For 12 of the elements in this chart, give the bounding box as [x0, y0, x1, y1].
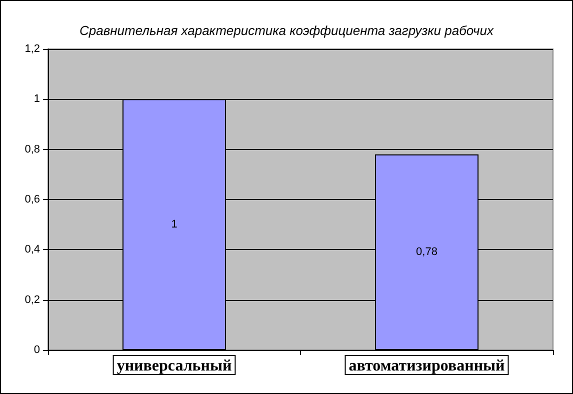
x-tick-label: универсальный [116, 358, 232, 374]
y-tick-label: 0 [34, 344, 40, 356]
y-tick-label: 1 [34, 93, 40, 106]
y-tick-label: 0,2 [24, 294, 40, 306]
data-label: 1 [171, 218, 178, 231]
x-tick-label: автоматизированный [348, 358, 505, 374]
data-label: 0,78 [416, 246, 438, 258]
chart-title: Сравнительная характеристика коэффициента загрузки рабочих [79, 23, 494, 38]
y-tick-label: 0,8 [24, 143, 40, 156]
y-tick-label: 0,4 [24, 244, 40, 256]
y-tick-label: 0,6 [24, 194, 40, 206]
y-tick-label: 1,2 [24, 43, 40, 55]
